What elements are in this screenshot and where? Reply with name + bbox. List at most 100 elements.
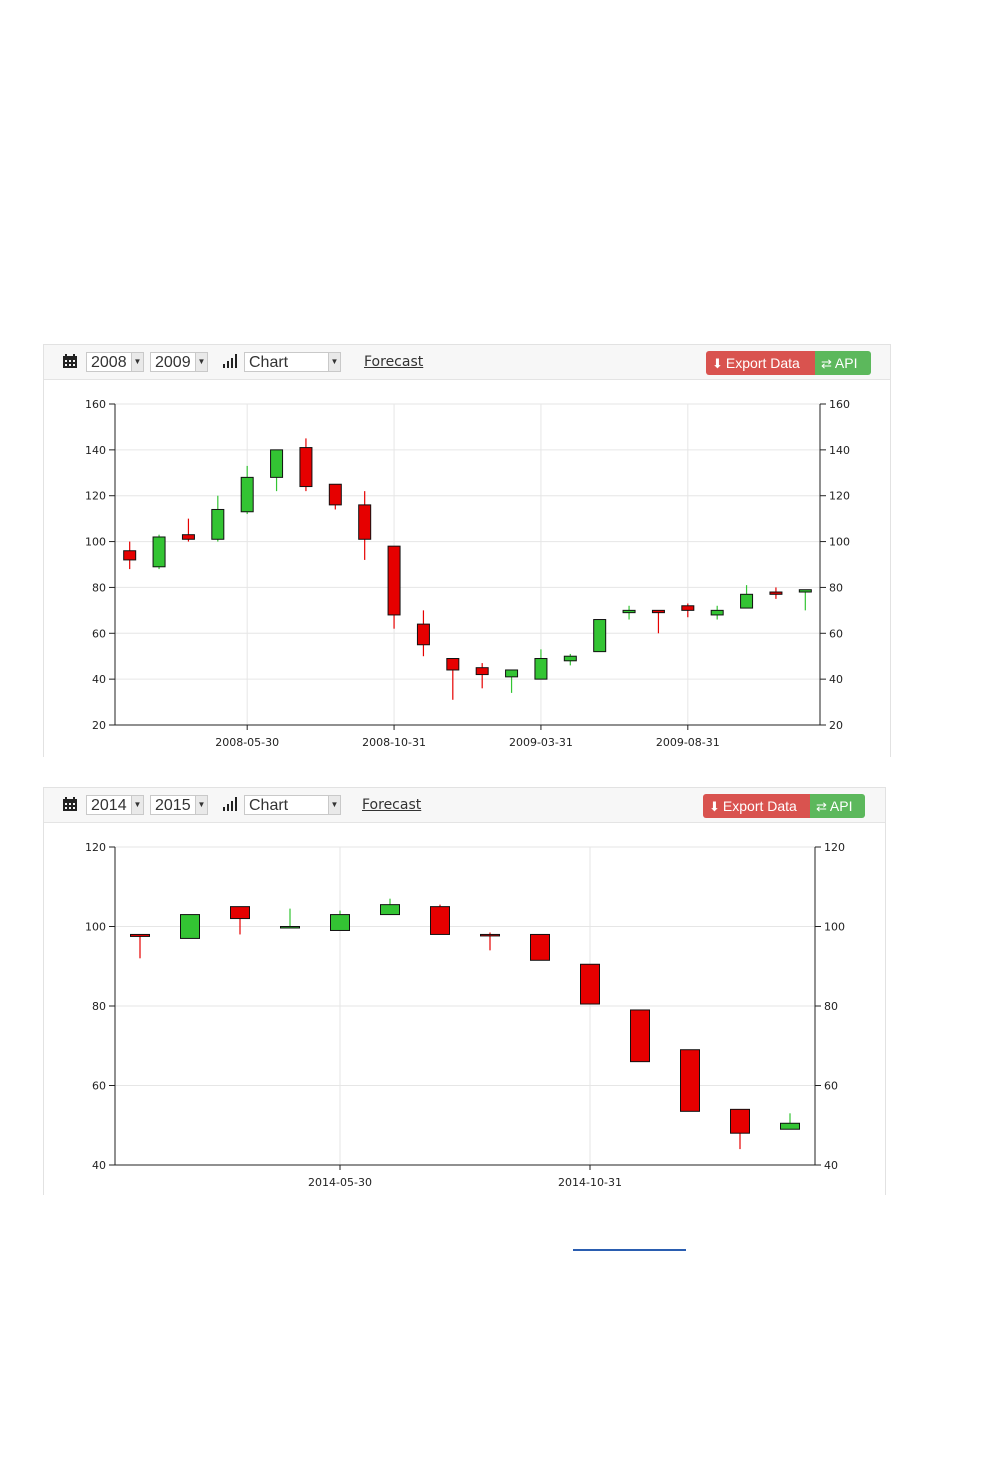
chevron-down-icon: ▼: [195, 353, 207, 371]
candle-body: [798, 589, 812, 593]
candle-body: [211, 508, 225, 540]
candle: [530, 933, 550, 961]
y-tick-label-right: 100: [824, 921, 845, 934]
candle-body: [740, 593, 754, 609]
y-tick-label-right: 60: [829, 627, 843, 640]
candle-body: [123, 550, 137, 561]
x-tick-label: 2014-05-30: [308, 1176, 372, 1189]
y-tick-label-left: 100: [85, 921, 106, 934]
link-underline[interactable]: [573, 1249, 686, 1251]
download-icon: ⬇: [712, 356, 723, 371]
forecast-link[interactable]: Forecast: [362, 797, 422, 813]
x-tick-label: 2009-08-31: [656, 736, 720, 749]
candlestick-chart-1: 20 20 40 40 60 60 80 80 100 100 120 120 140 140 160 160…: [85, 398, 850, 749]
exchange-icon: ⇄: [816, 799, 827, 814]
export-data-label: Export Data: [722, 798, 797, 814]
candle: [430, 904, 450, 935]
candle: [651, 609, 665, 634]
candle: [769, 587, 783, 599]
api-label: API: [834, 355, 858, 371]
y-tick-label-left: 40: [92, 673, 106, 686]
forecast-link[interactable]: Forecast: [364, 354, 424, 370]
candle-body: [240, 476, 254, 513]
y-tick-label-left: 100: [85, 536, 106, 549]
start-year-select[interactable]: 2008 ▼: [86, 352, 144, 372]
start-year-select[interactable]: 2014 ▼: [86, 795, 144, 815]
candle: [505, 669, 519, 693]
api-button[interactable]: ⇄ API: [815, 351, 871, 375]
chevron-down-icon: ▼: [131, 796, 143, 814]
candle: [622, 605, 636, 620]
candle-body: [505, 669, 519, 678]
candle: [475, 663, 489, 689]
start-year-value: 2008: [91, 354, 127, 371]
y-tick-label-left: 80: [92, 581, 106, 594]
api-button[interactable]: ⇄ API: [810, 794, 865, 818]
y-tick-label-right: 100: [829, 536, 850, 549]
calendar-icon[interactable]: [62, 796, 78, 812]
chevron-down-icon: ▼: [328, 796, 340, 814]
candle-body: [152, 536, 166, 568]
candle: [580, 963, 600, 1005]
candle: [563, 653, 577, 666]
candlestick-chart-2: 40 40 60 60 80 80 100 100 120 120 2014-05-30 2014-1…: [85, 841, 845, 1189]
candle-body: [330, 914, 350, 931]
candle: [681, 603, 695, 618]
y-tick-label-right: 20: [829, 719, 843, 732]
chart-type-select[interactable]: Chart ▼: [244, 352, 341, 372]
bar-chart-icon: [223, 797, 237, 811]
chart-type-select[interactable]: Chart ▼: [244, 795, 341, 815]
candle-body: [299, 447, 313, 488]
y-tick-label-left: 60: [92, 627, 106, 640]
exchange-icon: ⇄: [821, 356, 832, 371]
y-tick-label-left: 60: [92, 1080, 106, 1093]
candle: [152, 534, 166, 570]
candle-body: [280, 926, 300, 929]
y-tick-label-left: 120: [85, 490, 106, 503]
candle: [416, 610, 430, 657]
x-tick-label: 2008-10-31: [362, 736, 426, 749]
candle: [710, 605, 724, 620]
start-year-value: 2014: [91, 797, 127, 814]
candle: [593, 619, 607, 653]
candle: [280, 908, 300, 929]
calendar-icon[interactable]: [62, 353, 78, 369]
candle: [330, 910, 350, 931]
y-tick-label-right: 120: [824, 841, 845, 854]
candle: [730, 1108, 750, 1150]
candle: [534, 649, 548, 680]
y-tick-label-left: 140: [85, 444, 106, 457]
candle-body: [358, 504, 372, 540]
export-data-button[interactable]: ⬇ Export Data: [706, 351, 815, 375]
candle: [380, 898, 400, 916]
candle-body: [534, 658, 548, 680]
y-tick-label-left: 160: [85, 398, 106, 411]
end-year-select[interactable]: 2009 ▼: [150, 352, 208, 372]
candle: [328, 483, 342, 510]
chevron-down-icon: ▼: [328, 353, 340, 371]
candle: [130, 933, 150, 959]
candle-body: [180, 914, 200, 939]
candle: [299, 438, 313, 492]
candle-body: [593, 619, 607, 653]
candle: [780, 1113, 800, 1130]
y-tick-label-right: 60: [824, 1080, 838, 1093]
y-tick-label-left: 40: [92, 1159, 106, 1172]
end-year-value: 2015: [155, 797, 191, 814]
y-tick-label-left: 80: [92, 1000, 106, 1013]
export-data-label: Export Data: [725, 355, 800, 371]
chart-toolbar: 2014 ▼ 2015 ▼ Chart ▼ Forecast ⬇ Export D…: [44, 788, 885, 823]
candle-body: [580, 963, 600, 1005]
candle: [211, 495, 225, 542]
candle-body: [230, 906, 250, 920]
end-year-select[interactable]: 2015 ▼: [150, 795, 208, 815]
candle: [680, 1049, 700, 1112]
candle: [240, 465, 254, 515]
candle-body: [380, 904, 400, 916]
export-data-button[interactable]: ⬇ Export Data: [703, 794, 810, 818]
candle-body: [328, 483, 342, 506]
y-tick-label-left: 20: [92, 719, 106, 732]
candle-body: [181, 534, 195, 540]
candle-body: [446, 658, 460, 671]
candle: [123, 541, 137, 570]
